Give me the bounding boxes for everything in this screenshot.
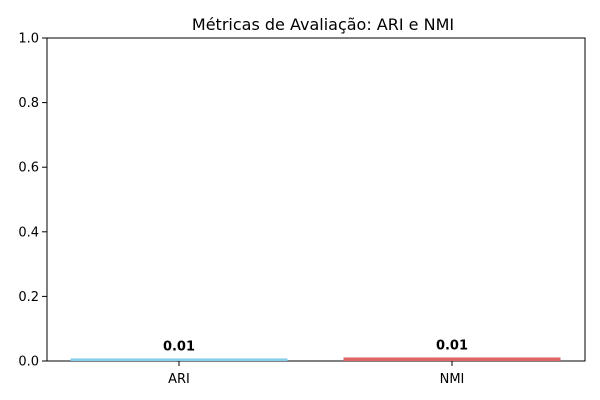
x-tick-label: NMI bbox=[440, 372, 465, 387]
data-label-ari: 0.01 bbox=[163, 339, 195, 354]
plot-area bbox=[46, 37, 586, 362]
x-axis: ARI NMI bbox=[168, 361, 464, 387]
bars: 0.01 0.01 bbox=[70, 338, 561, 361]
y-tick-label: 0.6 bbox=[18, 161, 39, 176]
y-tick-label: 0.2 bbox=[18, 290, 39, 305]
bar-ari bbox=[70, 358, 288, 361]
chart-title: Métricas de Avaliação: ARI e NMI bbox=[192, 15, 454, 34]
y-tick-label: 0.8 bbox=[18, 96, 39, 111]
y-axis: 0.0 0.2 0.4 0.6 0.8 1.0 bbox=[18, 32, 47, 370]
bar-nmi bbox=[343, 357, 561, 361]
data-label-nmi: 0.01 bbox=[436, 338, 468, 353]
y-tick-label: 0.0 bbox=[18, 355, 39, 370]
y-tick-label: 0.4 bbox=[18, 225, 39, 240]
x-tick-label: ARI bbox=[168, 372, 190, 387]
y-tick-label: 1.0 bbox=[18, 32, 39, 47]
